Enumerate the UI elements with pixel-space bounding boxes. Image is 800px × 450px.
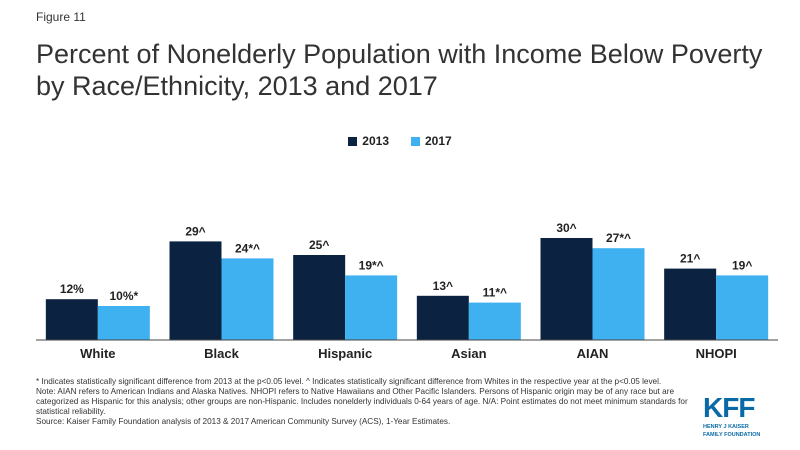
bar-hispanic-2013	[293, 255, 346, 340]
x-tick-label-nhopi: NHOPI	[696, 346, 737, 361]
bar-asian-2017	[468, 302, 521, 340]
data-label-white-2013: 12%	[60, 282, 84, 296]
x-tick-label-black: Black	[204, 346, 239, 361]
data-label-asian-2017: 11*^	[483, 286, 507, 300]
data-label-hispanic-2013: 25^	[309, 238, 329, 252]
x-tick-label-white: White	[80, 346, 115, 361]
bar-aian-2017	[592, 248, 645, 340]
bar-asian-2013	[416, 295, 469, 340]
legend-item-2013: 2013	[348, 134, 389, 148]
data-label-nhopi-2013: 21^	[680, 252, 700, 266]
bar-chart: 12% 10%* White 29^ 24*^ Black 25^ 19*^ Hispanic 1…	[36, 221, 778, 361]
bar-black-2017	[221, 258, 274, 340]
footnotes: * Indicates statistically significant di…	[36, 377, 696, 427]
legend-label-2017: 2017	[425, 134, 452, 148]
logo-wordmark: KFF	[703, 392, 755, 423]
logo-subtitle-line2: FAMILY FOUNDATION	[703, 432, 761, 438]
bar-nhopi-2017	[716, 275, 769, 340]
bar-aian-2013	[540, 238, 593, 340]
data-label-black-2013: 29^	[185, 224, 205, 238]
legend: 2013 2017	[0, 134, 800, 148]
bar-white-2013	[45, 299, 98, 340]
chart-title: Percent of Nonelderly Population with In…	[36, 39, 763, 101]
bar-white-2017	[97, 306, 150, 340]
data-label-asian-2013: 13^	[433, 279, 453, 293]
data-label-aian-2017: 27*^	[606, 231, 631, 245]
data-label-hispanic-2017: 19*^	[359, 258, 384, 272]
bar-hispanic-2017	[345, 275, 398, 340]
data-label-aian-2013: 30^	[556, 221, 576, 235]
logo-subtitle-line1: HENRY J KAISER	[703, 424, 749, 430]
bar-black-2013	[169, 241, 222, 340]
data-label-white-2017: 10%*	[109, 289, 138, 303]
footnote-source: Source: Kaiser Family Foundation analysi…	[36, 417, 451, 426]
footnote-definitions: Note: AIAN refers to American Indians an…	[36, 387, 688, 416]
legend-swatch-2017	[411, 136, 420, 146]
legend-swatch-2013	[348, 136, 358, 146]
legend-item-2017: 2017	[411, 134, 452, 148]
x-tick-label-asian: Asian	[451, 346, 486, 361]
legend-label-2013: 2013	[362, 134, 389, 148]
x-tick-label-hispanic: Hispanic	[318, 346, 372, 361]
data-label-nhopi-2017: 19^	[732, 258, 752, 272]
x-tick-label-aian: AIAN	[577, 346, 609, 361]
bar-nhopi-2013	[664, 268, 717, 340]
kff-logo: KFF HENRY J KAISER FAMILY FOUNDATION	[703, 392, 781, 439]
data-label-black-2017: 24*^	[235, 241, 260, 255]
footnote-significance: * Indicates statistically significant di…	[36, 377, 662, 386]
figure-label: Figure 11	[36, 10, 86, 24]
